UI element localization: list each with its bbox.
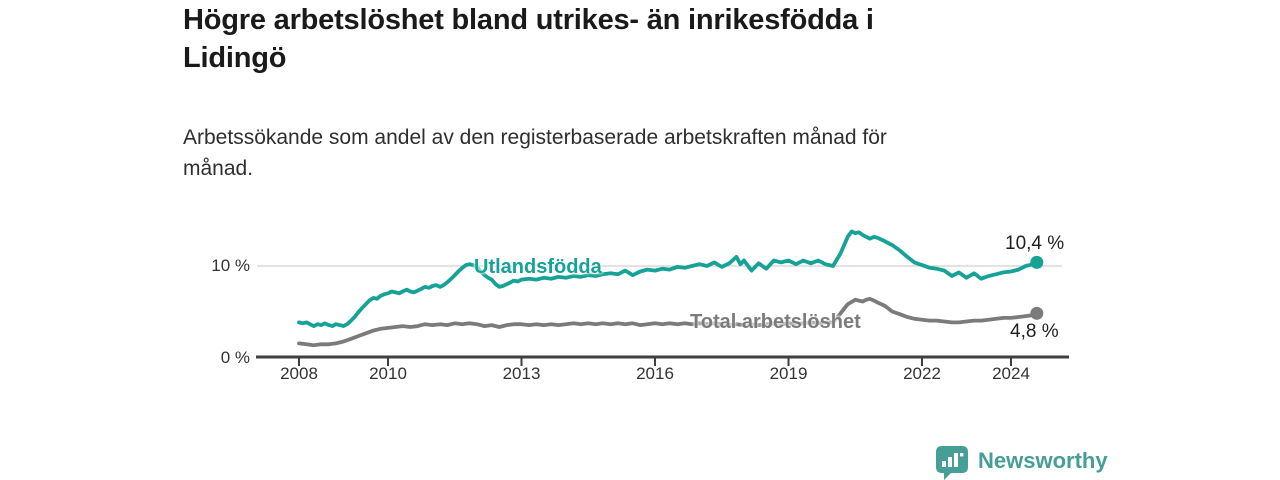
- series-line-total: [297, 296, 1039, 348]
- y-axis-label-10: 10 %: [211, 256, 250, 275]
- newsworthy-wordmark: Newsworthy: [978, 448, 1108, 473]
- x-tick-label-2008: 2008: [280, 364, 318, 383]
- end-value-label-total: 4,8 %: [1010, 321, 1059, 342]
- chart-subtitle: Arbetssökande som andel av den registerb…: [183, 122, 1063, 184]
- x-tick-label-2010: 2010: [369, 364, 407, 383]
- x-tick-label-2019: 2019: [769, 364, 808, 383]
- x-tick-label-2024: 2024: [992, 364, 1030, 383]
- y-axis-label-0: 0 %: [220, 348, 250, 367]
- x-tick-label-2022: 2022: [903, 364, 941, 383]
- series-label-utlandsfodda: Utlandsfödda: [474, 256, 602, 278]
- x-tick-label-2016: 2016: [636, 364, 674, 383]
- series-label-total-arbetsloshet: Total arbetslöshet: [690, 311, 861, 333]
- chart-subtitle-line1: Arbetssökande som andel av den registerb…: [183, 126, 887, 149]
- chart-subtitle-line2: månad.: [183, 157, 254, 180]
- end-value-label-utlandsfodda: 10,4 %: [1005, 233, 1065, 254]
- page-title-line1: Högre arbetslöshet bland utrikes- än inr…: [183, 4, 874, 36]
- end-dot-total: [1030, 306, 1044, 320]
- newsworthy-bubble-chart-icon: [936, 446, 968, 480]
- end-dot-utlandsfodda: [1030, 255, 1044, 269]
- newsworthy-logo[interactable]: Newsworthy: [936, 446, 1108, 480]
- page-title-line2: Lidingö: [183, 42, 287, 74]
- x-tick-label-2013: 2013: [502, 364, 541, 383]
- page-title: Högre arbetslöshet bland utrikes- än inr…: [183, 1, 1103, 77]
- series-line-utlandsfodda: [297, 229, 1039, 329]
